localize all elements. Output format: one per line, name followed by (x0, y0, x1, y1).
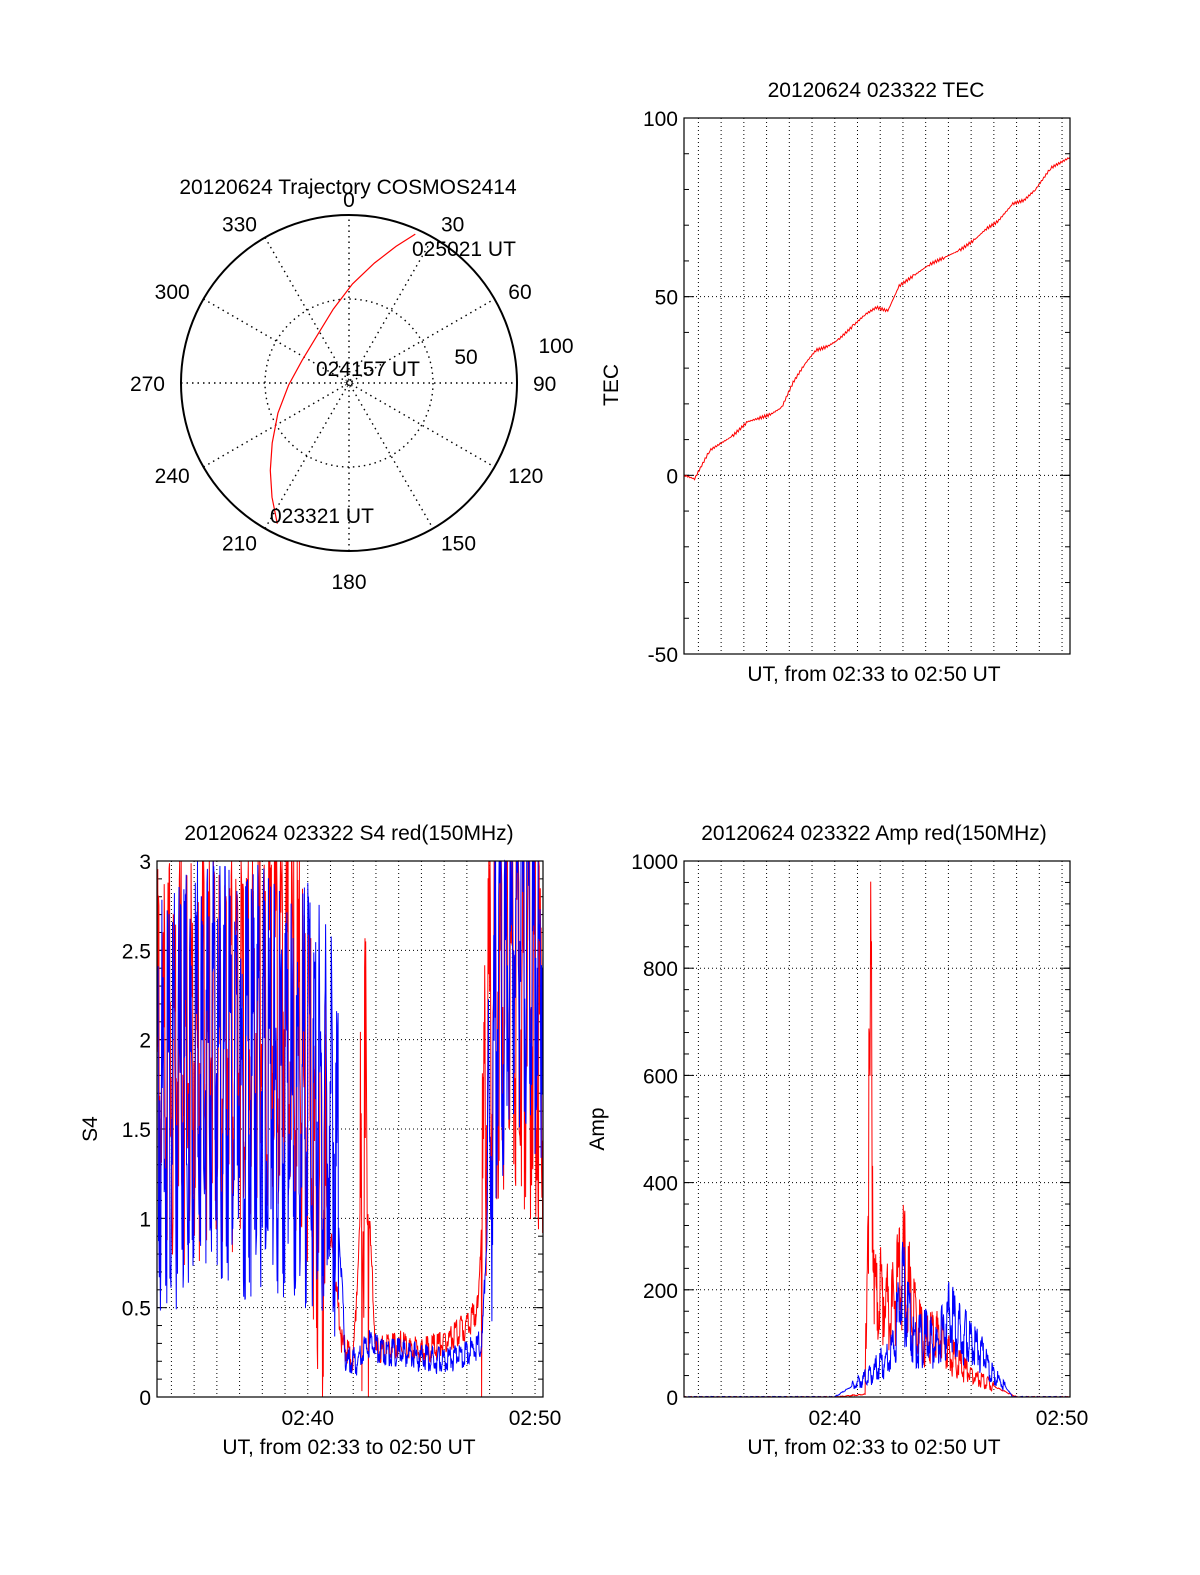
amp-series-red (683, 881, 1070, 1398)
amp-ytick-label-5: 0 (666, 1387, 678, 1410)
tec-y-axis-label: TEC (600, 364, 623, 406)
azimuth-label-30: 30 (441, 214, 464, 237)
azimuth-label-210: 210 (222, 532, 257, 555)
tec-ytick-label-3: -50 (648, 644, 678, 667)
s4-panel: 20120624 023322 S4 red(150MHz) S4 UT, fr… (79, 822, 561, 1459)
s4-xtick-label-0: 02:40 (281, 1407, 334, 1430)
s4-ytick-label-5: 0.5 (122, 1298, 151, 1321)
ring-label-100: 100 (538, 335, 573, 358)
s4-series-blue (156, 859, 544, 1376)
trajectory-ring-50 (264, 298, 434, 468)
tec-x-axis-label: UT, from 02:33 to 02:50 UT (747, 663, 1000, 686)
amp-xtick-label-0: 02:40 (808, 1407, 861, 1430)
amp-frame (683, 860, 1071, 1398)
azimuth-label-300: 300 (155, 281, 190, 304)
s4-xtick-label-1: 02:50 (509, 1407, 562, 1430)
tec-ytick-label-1: 50 (655, 287, 678, 310)
trajectory-mid-time: 024157 UT (316, 358, 420, 381)
azimuth-label-270: 270 (130, 373, 165, 396)
azimuth-label-240: 240 (155, 465, 190, 488)
tec-ytick-label-2: 0 (666, 465, 678, 488)
amp-ytick-label-2: 600 (643, 1065, 678, 1088)
azimuth-label-330: 330 (222, 214, 257, 237)
trajectory-spoke-150 (264, 237, 434, 529)
azimuth-label-150: 150 (441, 532, 476, 555)
tec-panel: 20120624 023322 TEC TEC UT, from 02:33 t… (600, 79, 1071, 686)
tec-ytick-label-0: 100 (643, 108, 678, 131)
s4-ytick-label-3: 1.5 (122, 1119, 151, 1142)
azimuth-label-60: 60 (508, 281, 531, 304)
s4-ytick-label-4: 1 (139, 1208, 151, 1231)
s4-x-axis-label: UT, from 02:33 to 02:50 UT (222, 1436, 475, 1459)
amp-panel: 20120624 023322 Amp red(150MHz) Amp UT, … (586, 822, 1088, 1459)
trajectory-azimuth-labels: 0 30 60 90 120 150 180 210 240 270 300 330 (130, 189, 556, 594)
tec-frame (683, 117, 1071, 655)
trajectory-title: 20120624 Trajectory COSMOS2414 (179, 176, 517, 199)
trajectory-spoke-60 (203, 298, 495, 468)
s4-frame (156, 860, 544, 1398)
ring-label-50: 50 (454, 346, 477, 369)
trajectory-start-time: 023321 UT (270, 505, 374, 528)
amp-ytick-label-1: 800 (643, 958, 678, 981)
trajectory-spoke-120 (203, 298, 495, 468)
azimuth-label-0: 0 (343, 189, 355, 212)
tec-title: 20120624 023322 TEC (768, 79, 985, 102)
amp-ytick-label-0: 1000 (631, 851, 678, 874)
trajectory-track (269, 233, 416, 524)
s4-ytick-label-0: 3 (139, 851, 151, 874)
s4-title: 20120624 023322 S4 red(150MHz) (184, 822, 513, 845)
s4-ytick-label-2: 2 (139, 1030, 151, 1053)
amp-ytick-label-4: 200 (643, 1280, 678, 1303)
azimuth-label-90: 90 (533, 373, 556, 396)
s4-y-axis-label: S4 (79, 1116, 102, 1142)
amp-xtick-label-1: 02:50 (1036, 1407, 1089, 1430)
azimuth-label-180: 180 (331, 571, 366, 594)
amp-x-axis-label: UT, from 02:33 to 02:50 UT (747, 1436, 1000, 1459)
trajectory-spoke-30 (264, 237, 434, 529)
amp-title: 20120624 023322 Amp red(150MHz) (701, 822, 1047, 845)
s4-ytick-label-1: 2.5 (122, 940, 151, 963)
amp-ytick-label-3: 400 (643, 1173, 678, 1196)
trajectory-end-time: 025021 UT (412, 238, 516, 261)
azimuth-label-120: 120 (508, 465, 543, 488)
amp-y-axis-label: Amp (586, 1107, 609, 1150)
tec-series-red (683, 156, 1071, 481)
trajectory-panel: 20120624 Trajectory COSMOS2414 0 30 60 90 12… (130, 176, 574, 594)
s4-ytick-label-6: 0 (139, 1387, 151, 1410)
trajectory-grid (180, 214, 518, 552)
